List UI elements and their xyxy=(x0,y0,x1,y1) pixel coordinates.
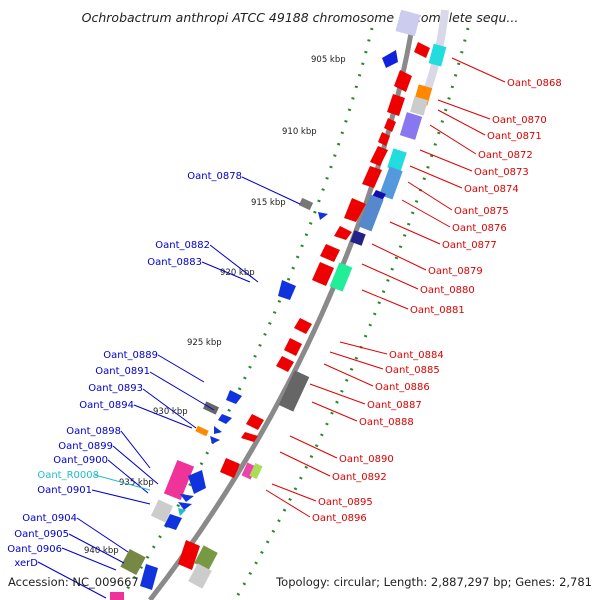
gene-label[interactable]: Oant_0901 xyxy=(37,485,92,496)
gene-label[interactable]: Oant_0882 xyxy=(155,240,210,251)
kbp-tick: 905 kbp xyxy=(311,55,346,65)
gene-label[interactable]: Oant_0900 xyxy=(53,455,108,466)
right-gene-labels: Oant_0868 Oant_0870 Oant_0871 Oant_0872 … xyxy=(312,78,562,524)
gene-label[interactable]: Oant_0889 xyxy=(103,350,158,361)
gene-label[interactable]: Oant_0874 xyxy=(464,184,519,195)
summary-text: Topology: circular; Length: 2,887,297 bp… xyxy=(276,575,592,589)
kbp-tick: 910 kbp xyxy=(282,127,317,137)
gene-features xyxy=(110,9,447,600)
gene-label[interactable]: Oant_0905 xyxy=(14,529,69,540)
gene-label[interactable]: Oant_0877 xyxy=(442,240,497,251)
gene-label[interactable]: Oant_0883 xyxy=(147,257,202,268)
kbp-tick: 930 kbp xyxy=(153,407,188,417)
gene-label[interactable]: Oant_0891 xyxy=(95,366,150,377)
gene-label[interactable]: Oant_0895 xyxy=(318,497,373,508)
kbp-tick: 915 kbp xyxy=(251,198,286,208)
left-gene-labels: Oant_0878 Oant_0882 Oant_0883 Oant_0889 … xyxy=(7,171,242,569)
gene-label[interactable]: Oant_0875 xyxy=(454,206,509,217)
gene-label[interactable]: Oant_0906 xyxy=(7,544,62,555)
gene-label[interactable]: Oant_0892 xyxy=(332,472,387,483)
rna-gene-label[interactable]: Oant_R0008 xyxy=(37,470,99,481)
gene-label[interactable]: Oant_0878 xyxy=(187,171,242,182)
gene-label[interactable]: Oant_0880 xyxy=(420,285,475,296)
leader-lines xyxy=(37,57,506,599)
gene-label[interactable]: Oant_0904 xyxy=(22,513,77,524)
gene-label[interactable]: Oant_0899 xyxy=(58,441,113,452)
gene-label[interactable]: Oant_0893 xyxy=(88,383,143,394)
kbp-tick: 925 kbp xyxy=(187,338,222,348)
gene-label[interactable]: Oant_0881 xyxy=(410,305,465,316)
gene-label[interactable]: Oant_0873 xyxy=(474,167,529,178)
gene-label[interactable]: Oant_0896 xyxy=(312,513,367,524)
gene-label[interactable]: Oant_0876 xyxy=(452,223,507,234)
gene-label[interactable]: Oant_0888 xyxy=(359,417,414,428)
gene-label[interactable]: Oant_0890 xyxy=(339,454,394,465)
kbp-tick: 920 kbp xyxy=(220,268,255,278)
gc-track-outer xyxy=(233,27,470,600)
gene-label[interactable]: Oant_0884 xyxy=(389,350,444,361)
accession-text: Accession: NC_009667 xyxy=(8,575,139,589)
gene-label[interactable]: Oant_0885 xyxy=(385,365,440,376)
gene-label[interactable]: Oant_0894 xyxy=(79,400,134,411)
gene-label[interactable]: Oant_0886 xyxy=(375,382,430,393)
chromosome-backbone xyxy=(148,27,415,600)
gene-label[interactable]: Oant_0870 xyxy=(492,115,547,126)
kbp-ticks: 905 kbp 910 kbp 915 kbp 920 kbp 925 kbp … xyxy=(84,55,346,556)
gene-label[interactable]: xerD xyxy=(14,558,38,569)
gene-label[interactable]: Oant_0868 xyxy=(507,78,562,89)
gene-label[interactable]: Oant_0871 xyxy=(487,131,542,142)
gene-label[interactable]: Oant_0872 xyxy=(478,150,533,161)
gene-label[interactable]: Oant_0879 xyxy=(428,266,483,277)
gene-label[interactable]: Oant_0898 xyxy=(66,426,121,437)
gene-label[interactable]: Oant_0887 xyxy=(367,400,422,411)
